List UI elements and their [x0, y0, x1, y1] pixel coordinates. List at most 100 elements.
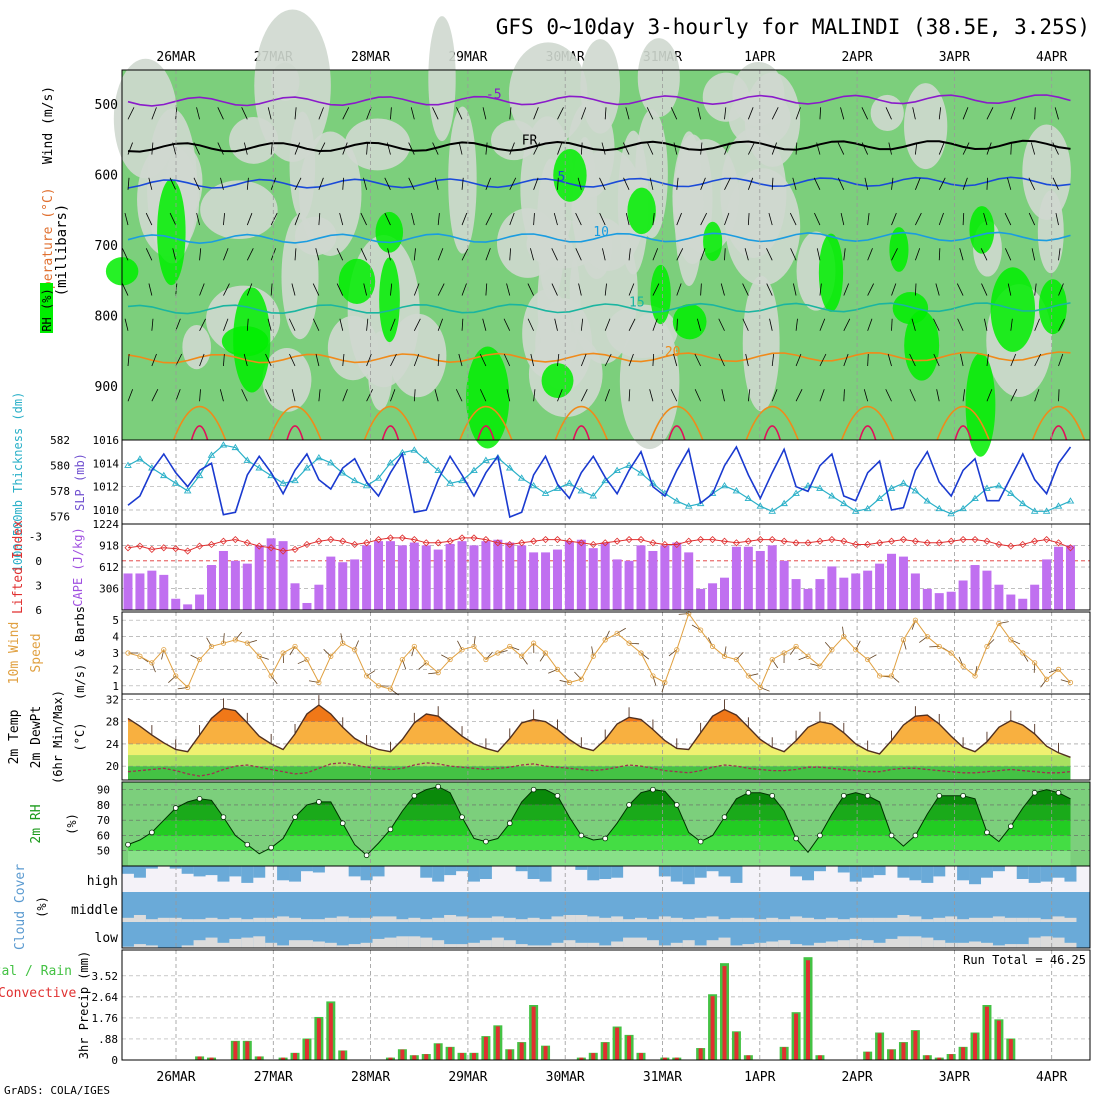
date-tick-top: 28MAR [351, 50, 390, 65]
precip-convective-bar [591, 1053, 595, 1060]
cape-bar [338, 562, 347, 610]
cape-bar [815, 579, 824, 610]
upper-air-side-label: (millibars) [54, 204, 70, 297]
precip-convective-bar [329, 1003, 333, 1060]
rh2m-marker [293, 815, 298, 820]
cloud-middle-bar [325, 918, 337, 922]
cloud-low-bar [814, 943, 826, 948]
cloud-high-bar [897, 866, 909, 878]
precip-convective-bar [544, 1046, 548, 1060]
cloud-middle-bar [587, 916, 599, 922]
cloud-low-bar [1005, 944, 1017, 948]
cloud-low-bar [647, 940, 659, 948]
cape-bar [971, 565, 980, 610]
rh-dry-region [620, 314, 680, 450]
rh-wet-region [376, 212, 404, 253]
cape-tick: 612 [99, 561, 119, 574]
rh2m-marker [555, 793, 560, 798]
slp-tick: 1014 [93, 457, 120, 470]
cloud-low-bar [504, 940, 516, 948]
pressure-tick: 800 [95, 310, 118, 325]
cape-bar [589, 548, 598, 610]
precip-tick: 1.76 [92, 1012, 119, 1025]
rh-label: RH (%) [40, 288, 54, 331]
cloud-high-bar [134, 866, 146, 878]
cloud-low-bar [492, 938, 504, 948]
rh2m-marker [579, 833, 584, 838]
cloud-high-bar [420, 866, 432, 878]
cape-bar [601, 543, 610, 610]
date-tick-bottom: 3APR [939, 1070, 970, 1085]
cloud-high-bar [373, 866, 385, 876]
rh2m-marker [722, 815, 727, 820]
cape-bar [422, 545, 431, 610]
cloud-low-bar [575, 943, 587, 948]
date-tick-bottom: 28MAR [351, 1070, 390, 1085]
rh-wet-region [627, 188, 655, 235]
cloud-low-bar [349, 944, 361, 948]
cloud-high-bar [1053, 866, 1065, 878]
cape-bar [959, 580, 968, 610]
rh2m-marker [913, 833, 918, 838]
cape-bar [1006, 595, 1015, 610]
cloud-high-bar [981, 866, 993, 878]
temp2m-tick: 24 [106, 738, 120, 751]
cloud-low-bar [587, 943, 599, 948]
precip-convective-bar [711, 996, 715, 1060]
pressure-tick: 700 [95, 239, 118, 254]
rh2m-marker [794, 836, 799, 841]
cloud-low-bar [850, 939, 862, 948]
rh2m-marker [149, 830, 154, 835]
cloud-level-middle: middle [71, 903, 118, 918]
rh2m-marker [269, 845, 274, 850]
cloud-high-bar [874, 866, 886, 875]
cloud-high-bar [575, 866, 587, 870]
rh2m-marker [173, 806, 178, 811]
dewpt-label-group: 2m DewPt [29, 706, 44, 769]
cloud-middle-bar [742, 918, 754, 922]
cloud-low-bar [981, 943, 993, 948]
cape-bar [744, 547, 753, 610]
cloud-middle-bar [420, 919, 432, 922]
rh2m-marker [197, 796, 202, 801]
precip-convective-bar [639, 1053, 643, 1060]
cloud-middle-bar [730, 918, 742, 922]
cloud-low-bar [957, 943, 969, 948]
precip-convective-bar [400, 1050, 404, 1060]
cloud-middle-bar [981, 918, 993, 922]
cloud-middle-bar [217, 919, 229, 922]
rh-wet-region [379, 257, 400, 342]
cloud-high-bar [933, 866, 945, 876]
cloud-middle-bar [719, 919, 731, 922]
cloud-middle-bar [909, 916, 921, 922]
cloud-high-bar [432, 866, 444, 882]
rh2m-marker [412, 793, 417, 798]
cloud-middle-bar [373, 916, 385, 922]
cloud-high-bar [838, 866, 850, 873]
cloud-middle-bar [456, 916, 468, 922]
wind10m-label-group: 10m Wind [7, 622, 22, 685]
cloud-middle-bar [766, 918, 778, 922]
cloud-middle-bar [551, 916, 563, 922]
cloud-middle-bar [802, 918, 814, 922]
date-tick-top: 3APR [939, 50, 970, 65]
cloud-middle-bar [540, 919, 552, 922]
cloud-high-bar [468, 866, 480, 882]
precip-total-label: Total / Rain [0, 964, 72, 979]
precip-convective-bar [245, 1041, 249, 1060]
date-tick-top: 26MAR [156, 50, 195, 65]
date-tick-bottom: 27MAR [254, 1070, 293, 1085]
rh2m-marker [460, 815, 465, 820]
cloud-low-bar [289, 940, 301, 948]
cloud-middle-bar [862, 918, 874, 922]
wind10m-speed-label: Speed [29, 633, 44, 672]
cape-bar [183, 604, 192, 610]
rh2m-label-group: 2m RH [29, 804, 44, 843]
cloud-middle-bar [850, 918, 862, 922]
rh2m-marker [436, 784, 441, 789]
rh-dry-region [271, 63, 300, 102]
cloud-high-bar [969, 866, 981, 884]
